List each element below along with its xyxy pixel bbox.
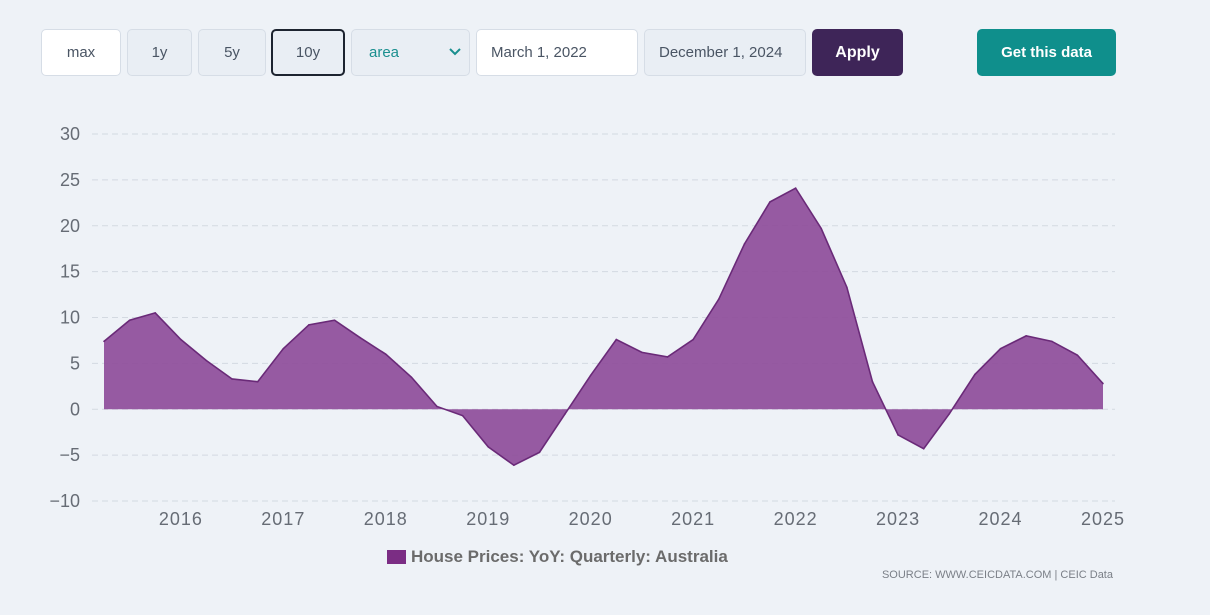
data-point [871, 380, 874, 383]
data-point [999, 347, 1002, 350]
data-point [487, 446, 490, 448]
data-point [231, 378, 233, 380]
x-tick-label: 2025 [1081, 509, 1125, 529]
x-tick-label: 2017 [261, 509, 305, 529]
data-point [820, 227, 823, 230]
y-tick-label: −10 [49, 491, 80, 511]
data-point [794, 187, 797, 189]
data-point [205, 359, 208, 362]
legend-label: House Prices: YoY: Quarterly: Australia [411, 547, 728, 566]
y-tick-label: 5 [70, 353, 80, 373]
data-point [103, 340, 105, 343]
start-date-input[interactable]: March 1, 2022 [476, 29, 638, 76]
y-tick-label: 10 [60, 308, 80, 328]
x-tick-label: 2016 [159, 509, 203, 529]
data-point [922, 447, 925, 450]
x-tick-label: 2022 [774, 509, 818, 529]
data-point [1102, 382, 1104, 385]
data-point [1076, 354, 1079, 356]
end-date-value: December 1, 2024 [659, 44, 783, 61]
grid-lines [92, 133, 1115, 502]
x-tick-label: 2024 [979, 509, 1023, 529]
data-point [897, 434, 899, 436]
data-point [743, 243, 746, 245]
y-tick-label: 20 [60, 216, 80, 236]
data-point [282, 347, 285, 350]
range-5y-button[interactable]: 5y [198, 29, 266, 76]
data-point [359, 336, 361, 339]
data-point [180, 338, 182, 341]
data-point [948, 413, 951, 415]
data-point [128, 319, 131, 322]
data-point [615, 338, 618, 341]
end-date-input[interactable]: December 1, 2024 [644, 29, 806, 76]
plot-area [103, 187, 1104, 467]
range-10y-button[interactable]: 10y [271, 29, 345, 76]
x-tick-label: 2021 [671, 509, 715, 529]
x-tick-label: 2019 [466, 509, 510, 529]
x-tick-label: 2020 [569, 509, 613, 529]
chevron-down-icon [449, 48, 461, 56]
data-point [436, 405, 438, 408]
y-tick-label: −5 [59, 445, 80, 465]
data-point [641, 351, 643, 354]
y-tick-label: 15 [60, 262, 80, 282]
data-point [692, 338, 694, 341]
apply-button[interactable]: Apply [812, 29, 903, 76]
legend[interactable]: House Prices: YoY: Quarterly: Australia [387, 547, 728, 567]
x-tick-label: 2023 [876, 509, 920, 529]
data-point [461, 414, 464, 417]
data-point [589, 374, 592, 377]
data-point [1025, 335, 1027, 337]
chart-type-value: area [369, 44, 400, 61]
data-point [410, 376, 413, 378]
data-point [384, 353, 387, 356]
data-point [513, 464, 515, 467]
data-point [333, 319, 336, 322]
y-axis: 30 25 20 15 10 5 0 −5 −10 [49, 124, 80, 511]
range-max-button[interactable]: max [41, 29, 121, 76]
data-point [538, 451, 541, 454]
data-point [717, 298, 720, 300]
x-tick-label: 2018 [364, 509, 408, 529]
series-area [104, 188, 1103, 466]
chart-type-select[interactable]: area [351, 29, 470, 76]
data-point [974, 373, 976, 376]
data-point [564, 413, 566, 415]
series-line [103, 187, 1104, 467]
data-point [1050, 340, 1053, 343]
data-point [846, 286, 848, 289]
range-1y-button[interactable]: 1y [127, 29, 192, 76]
data-point [256, 380, 259, 383]
data-point [308, 324, 310, 326]
y-tick-label: 0 [70, 399, 80, 419]
x-axis: 2016 2017 2018 2019 2020 2021 2022 2023 2024 2025 [159, 509, 1125, 529]
start-date-value: March 1, 2022 [491, 44, 587, 61]
get-this-data-button[interactable]: Get this data [977, 29, 1116, 76]
data-point [154, 312, 157, 314]
source-credit: SOURCE: WWW.CEICDATA.COM | CEIC Data [881, 569, 1113, 581]
data-point [666, 356, 669, 358]
legend-swatch [387, 550, 406, 564]
data-point [769, 201, 771, 203]
y-tick-label: 30 [60, 124, 80, 144]
y-tick-label: 25 [60, 170, 80, 190]
